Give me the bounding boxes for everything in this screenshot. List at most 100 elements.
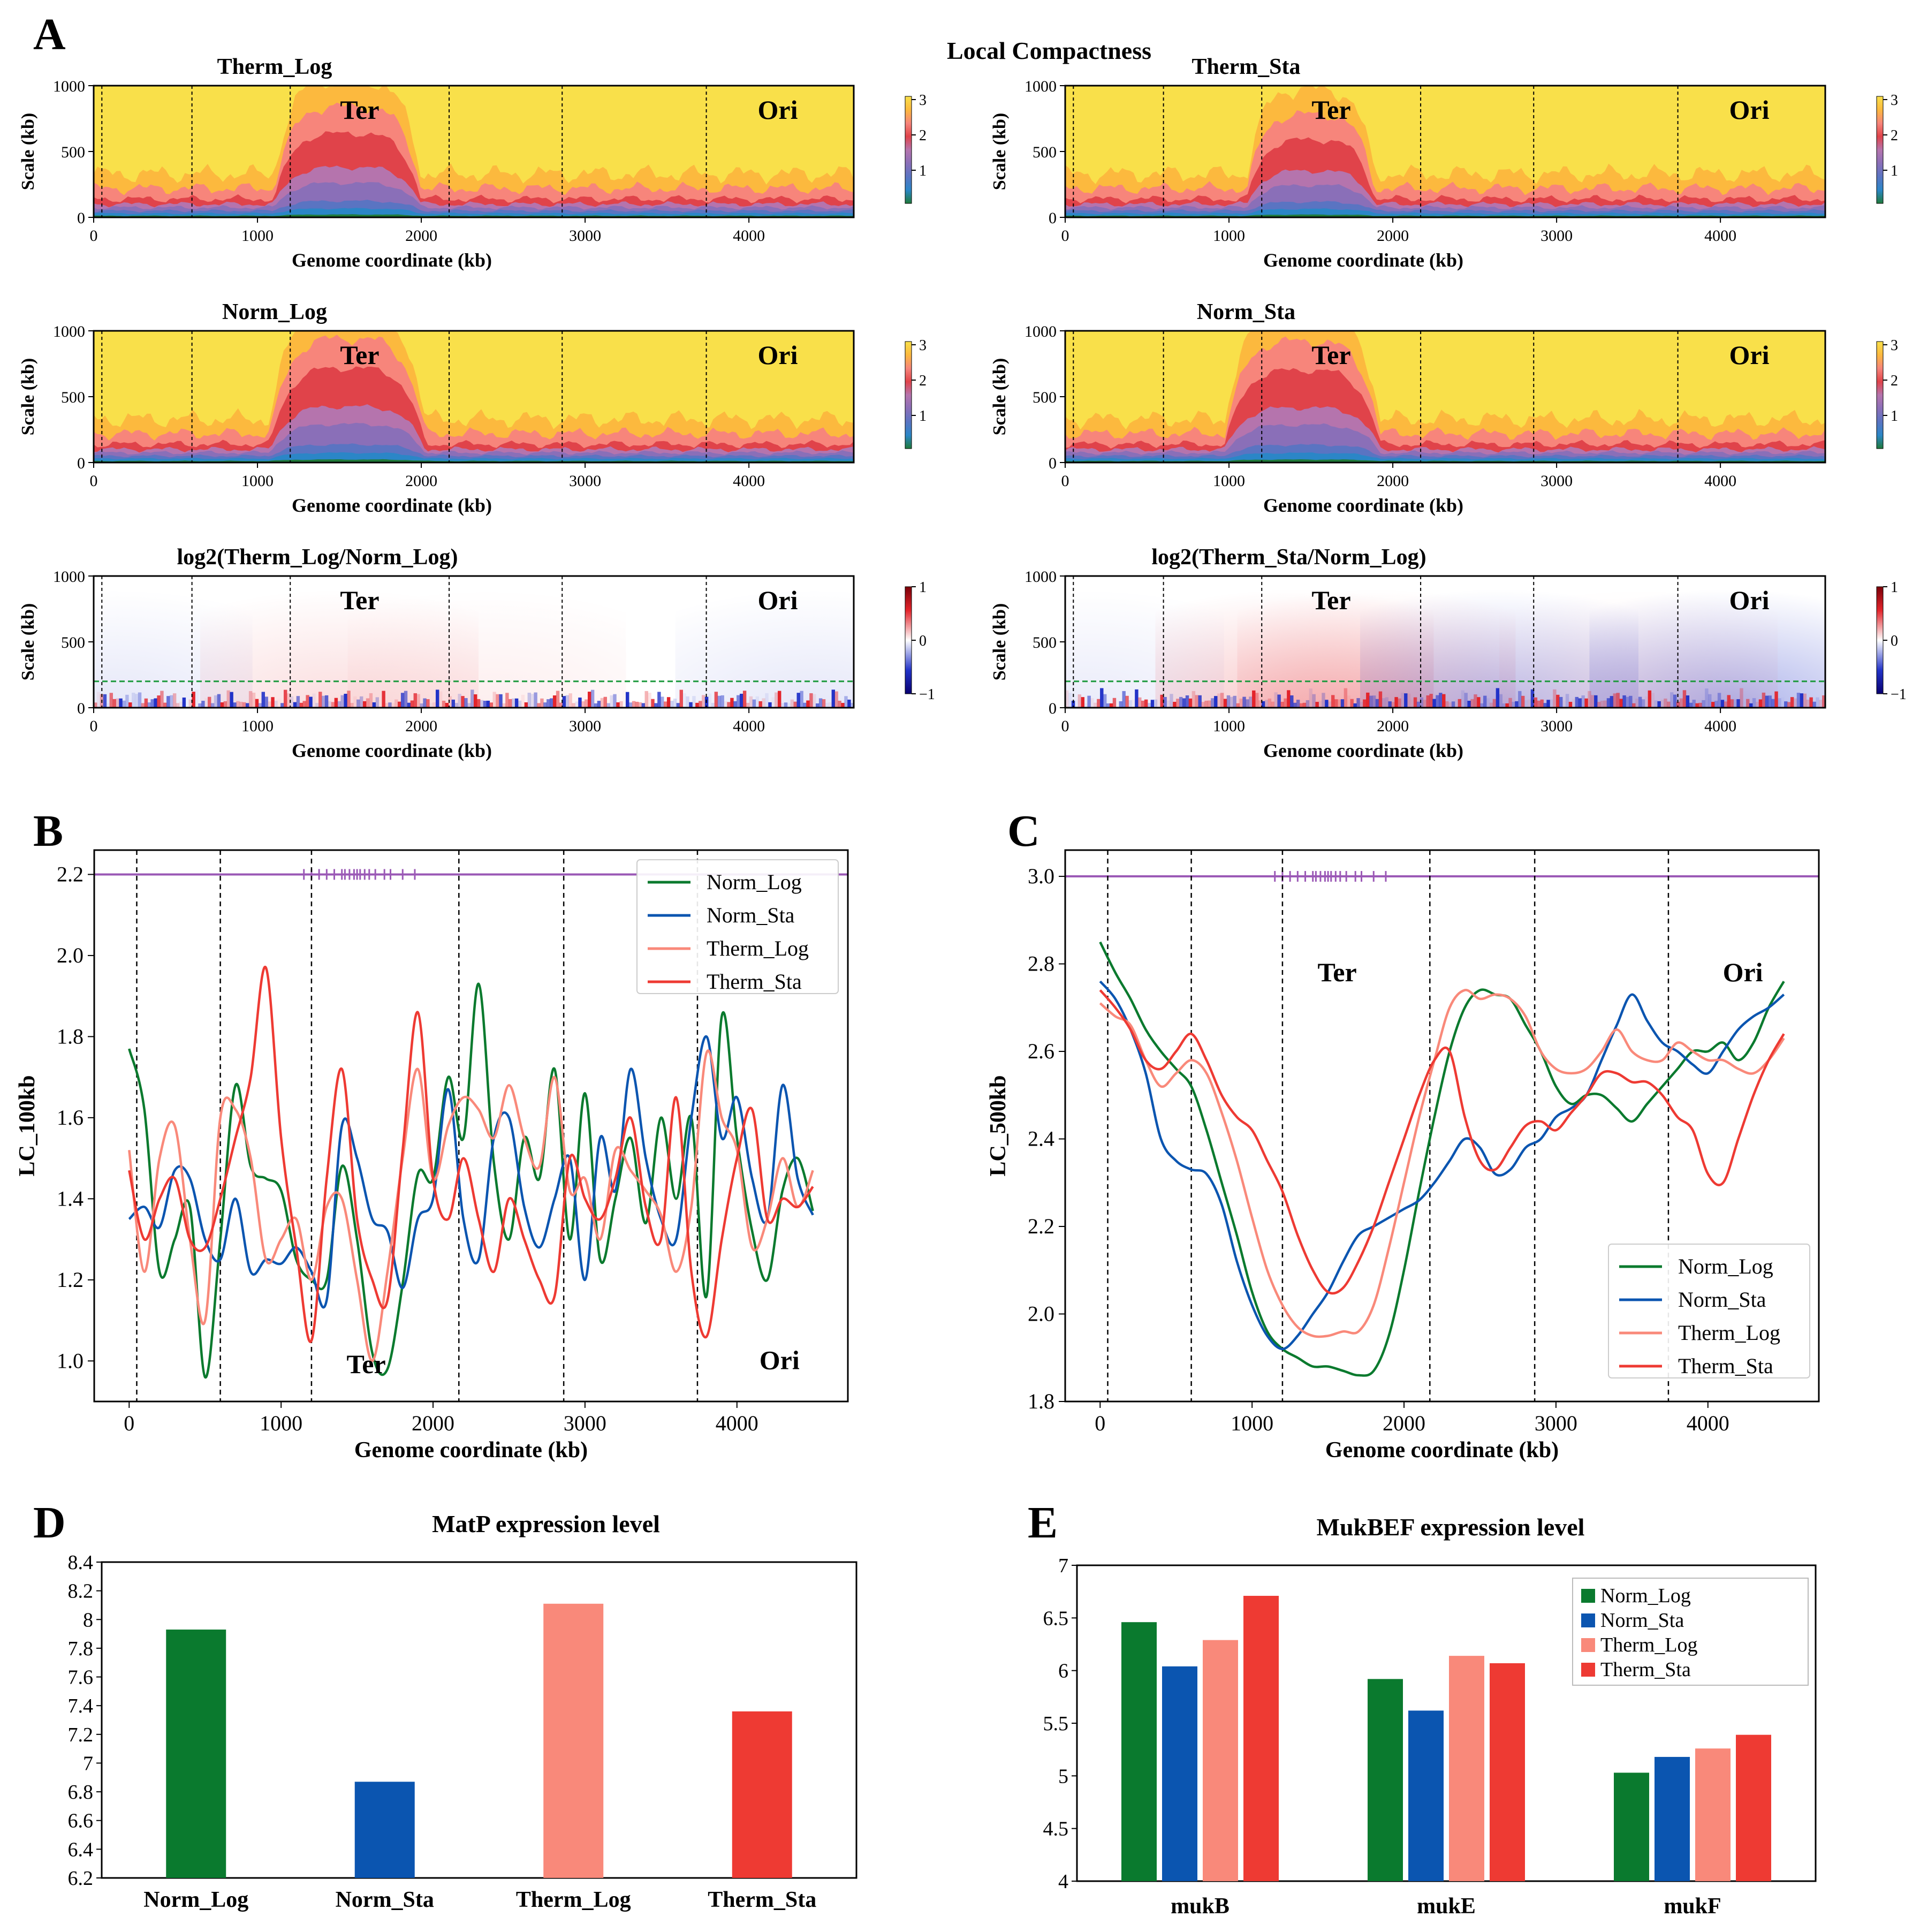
bar-therm-sta xyxy=(732,1711,792,1878)
ratio-cell xyxy=(147,702,151,708)
y-tick-label: 1.8 xyxy=(57,1024,84,1048)
ratio-cell xyxy=(670,701,674,708)
ratio-cell xyxy=(1575,696,1579,708)
y-tick-label: 6.4 xyxy=(68,1838,94,1861)
ratio-cell xyxy=(246,703,249,708)
ratio-cell xyxy=(306,695,309,708)
panel-b-lc100-chart: 0 1000 2000 3000 4000 1.0 1.2 1.4 1.6 1.8 2.0 2.2 Ge… xyxy=(15,849,849,1463)
x-tick-label: 4000 xyxy=(1687,1411,1729,1435)
ratio-cell xyxy=(641,703,645,708)
compactness-band xyxy=(94,459,854,463)
region-label-ter: Ter xyxy=(340,340,379,370)
ratio-cell xyxy=(277,699,280,708)
ratio-cell xyxy=(1318,701,1322,708)
ratio-cell xyxy=(385,703,389,708)
y-tick-label: 2.2 xyxy=(1028,1214,1054,1238)
ratio-cell xyxy=(296,696,300,708)
ratio-cell xyxy=(1657,701,1661,708)
bar-muke-norm-log xyxy=(1368,1679,1403,1881)
ratio-cell xyxy=(1765,695,1769,708)
ratio-cell xyxy=(1242,696,1246,708)
x-tick-label: 0 xyxy=(1061,472,1069,490)
heatmap-title: Therm_Log xyxy=(217,55,332,79)
ratio-cell xyxy=(1382,698,1386,708)
ratio-cell xyxy=(1781,697,1784,708)
ratio-cell xyxy=(818,698,823,708)
ratio-cell xyxy=(1695,703,1699,708)
panel-label-c: C xyxy=(1007,806,1040,856)
y-tick-label: 1.8 xyxy=(1028,1389,1054,1413)
ratio-cell xyxy=(1287,690,1291,708)
ratio-cell xyxy=(1641,699,1645,708)
ratio-cell xyxy=(1673,694,1677,708)
ratio-cell xyxy=(233,702,237,708)
ratio-cell xyxy=(552,695,557,708)
ratio-cell xyxy=(448,696,452,708)
ratio-cell xyxy=(1451,701,1455,708)
ratio-cell xyxy=(1572,699,1575,708)
ratio-cell xyxy=(1328,701,1332,708)
ratio-cell xyxy=(1736,699,1740,708)
colorbar xyxy=(905,341,912,449)
ratio-cell xyxy=(1588,691,1591,708)
ratio-cell xyxy=(388,702,392,708)
ratio-cell xyxy=(1372,695,1376,708)
ratio-cell xyxy=(242,702,246,708)
bar-mukb-therm-log xyxy=(1203,1640,1238,1881)
colorbar-tick-label: 3 xyxy=(919,92,927,109)
y-tick-label: 8.2 xyxy=(68,1580,94,1603)
ratio-cell xyxy=(648,692,651,708)
legend: Norm_Log Norm_Sta Therm_Log Therm_Sta xyxy=(1608,1244,1810,1378)
ratio-cell xyxy=(524,702,528,708)
x-tick-label: 4000 xyxy=(1704,227,1736,245)
ratio-cell xyxy=(398,701,401,708)
ratio-cell xyxy=(410,700,414,708)
region-label: Ter xyxy=(1318,957,1357,987)
ratio-cell xyxy=(1274,692,1278,708)
ratio-cell xyxy=(274,701,278,708)
ratio-cell xyxy=(404,691,408,708)
ratio-cell xyxy=(1084,703,1088,708)
bar-mukf-norm-log xyxy=(1614,1772,1649,1881)
ratio-cell xyxy=(784,702,788,708)
ratio-cell xyxy=(1356,698,1360,708)
y-tick-label: 500 xyxy=(61,634,85,651)
colorbar xyxy=(1876,341,1884,449)
ratio-cell xyxy=(1420,697,1424,708)
x-tick-label: 4000 xyxy=(1704,472,1736,490)
ratio-cell xyxy=(407,702,411,708)
y-tick-label: 2.0 xyxy=(1028,1302,1054,1326)
ratio-cell xyxy=(806,700,810,708)
ratio-cell xyxy=(1679,698,1683,708)
series-line-therm-sta xyxy=(1099,989,1785,1295)
ratio-cell xyxy=(1334,699,1338,708)
ratio-cell xyxy=(1179,696,1183,708)
ratio-cell xyxy=(1771,699,1775,708)
ratio-cell xyxy=(1252,690,1256,708)
legend-label: Therm_Log xyxy=(1678,1321,1780,1345)
y-tick-label: 5.5 xyxy=(1043,1713,1069,1735)
ratio-cell xyxy=(610,695,613,708)
ratio-cell xyxy=(1819,700,1823,708)
ratio-cell xyxy=(695,702,699,708)
ratio-cell xyxy=(686,696,689,708)
ratio-cell xyxy=(509,699,512,708)
ratio-cell xyxy=(1426,695,1430,708)
heatmap-title: Norm_Log xyxy=(222,300,327,324)
bar-mukb-norm-log xyxy=(1121,1622,1157,1881)
ratio-cell xyxy=(1806,699,1810,708)
ratio-cell xyxy=(1150,700,1155,708)
ratio-cell xyxy=(340,695,344,708)
ratio-cell xyxy=(673,698,677,708)
ratio-cell xyxy=(1331,695,1335,708)
x-tick-label: 2000 xyxy=(1377,227,1409,245)
category-label: Norm_Log xyxy=(143,1888,248,1912)
ratio-cell xyxy=(315,703,319,708)
ratio-cell xyxy=(1720,700,1725,708)
ratio-cell xyxy=(1302,702,1307,708)
legend-label: Norm_Log xyxy=(707,870,802,894)
ratio-cell xyxy=(1483,695,1487,708)
ratio-cell xyxy=(353,696,357,708)
ratio-cell xyxy=(1112,698,1117,708)
x-tick-label: 4000 xyxy=(733,472,765,490)
